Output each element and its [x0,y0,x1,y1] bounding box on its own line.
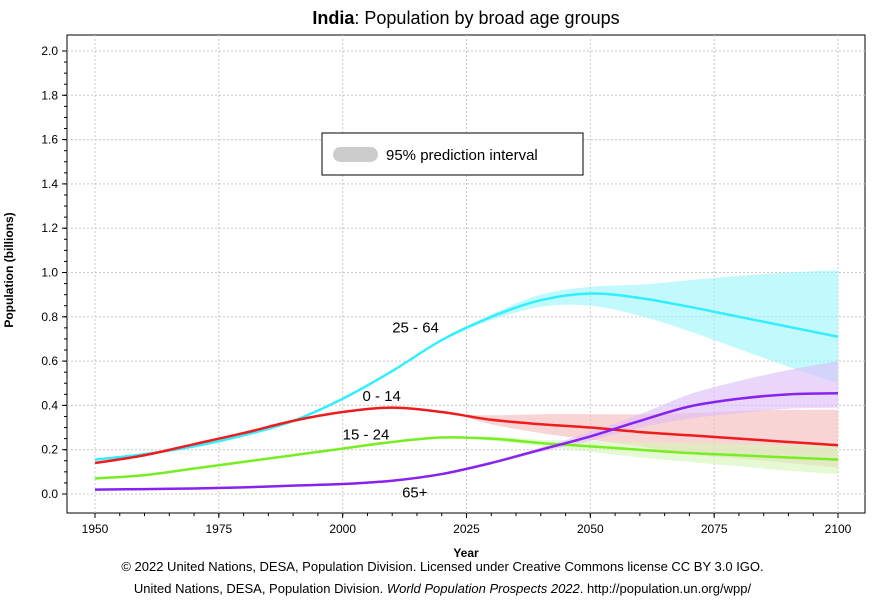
y-tick-label: 0.2 [41,443,58,457]
x-tick-label: 2100 [825,522,852,536]
population-chart: India: Population by broad age groups 19… [2,8,866,560]
credit-source: United Nations, DESA, Population Divisio… [133,581,387,596]
series-label-0-14: 0 - 14 [362,388,400,405]
series-label-65: 65+ [402,484,428,501]
axis-ticks: 1950 1975 2000 2025 2050 2075 2100 0.0 0.2 0.4 0.6… [41,44,851,536]
series-lines [94,292,839,491]
x-tick-label: 2075 [701,522,728,536]
y-tick-label: 1.8 [41,88,58,102]
series-labels: 25 - 64 0 - 14 15 - 24 65+ [343,319,439,501]
series-label-25-64: 25 - 64 [392,319,439,336]
y-tick-label: 0.0 [41,487,58,501]
y-tick-label: 1.6 [41,133,58,147]
chart-title: India: Population by broad age groups [312,8,619,28]
line-25-64 [94,292,839,461]
x-tick-label: 1975 [205,522,232,536]
x-tick-label: 2025 [453,522,480,536]
y-axis-title: Population (billions) [2,212,16,327]
credit-line-1: © 2022 United Nations, DESA, Population … [121,559,764,574]
legend-label: 95% prediction interval [386,147,538,164]
y-tick-label: 0.6 [41,354,58,368]
x-tick-label: 1950 [82,522,109,536]
line-15-24 [94,436,839,480]
chart-title-rest: : Population by broad age groups [354,8,619,28]
y-tick-label: 0.4 [41,398,58,412]
legend: 95% prediction interval [321,132,584,176]
credit-url: . http://population.un.org/wpp/ [579,581,752,596]
y-tick-label: 1.2 [41,221,58,235]
chart-title-country: India [312,8,355,28]
line-0-14 [94,406,839,465]
credit-line-2: United Nations, DESA, Population Divisio… [0,581,885,596]
x-tick-label: 2050 [577,522,604,536]
series-label-15-24: 15 - 24 [343,427,390,444]
y-tick-label: 1.0 [41,266,58,280]
line-65 [94,391,839,491]
y-tick-label: 1.4 [41,177,58,191]
y-tick-label: 2.0 [41,44,58,58]
legend-swatch [333,147,378,162]
y-tick-label: 0.8 [41,310,58,324]
credit-publication: World Population Prospects 2022 [386,581,580,596]
x-tick-label: 2000 [329,522,356,536]
x-axis-title: Year [453,546,479,560]
